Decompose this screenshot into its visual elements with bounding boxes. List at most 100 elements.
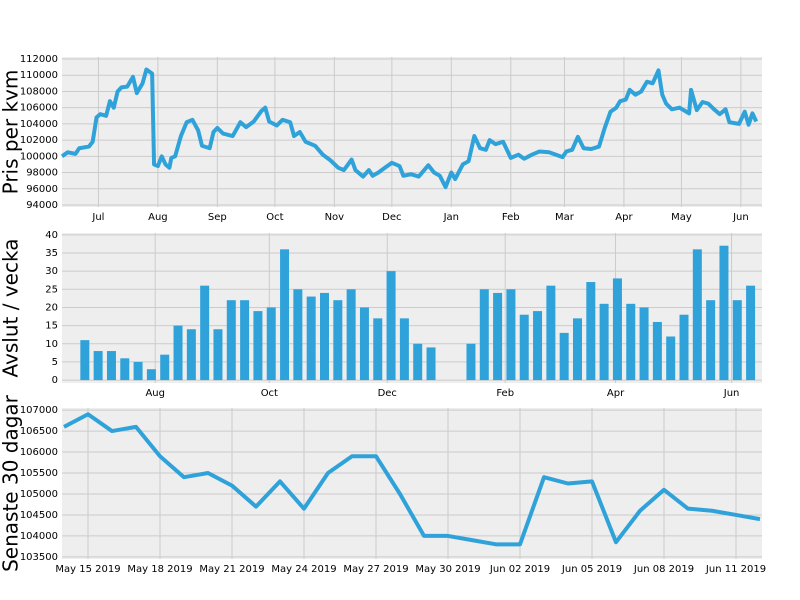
y-tick-label: 30 — [45, 266, 58, 277]
bar — [386, 271, 396, 381]
bar — [359, 307, 369, 381]
bar — [413, 343, 423, 381]
bar — [746, 285, 756, 381]
bar — [652, 321, 662, 381]
plot-area — [62, 408, 762, 559]
bar — [493, 292, 503, 381]
y-axis-label: Senaste 30 dagar — [0, 394, 23, 572]
y-tick-label: 104000 — [20, 119, 58, 130]
bar — [612, 278, 622, 381]
y-tick-label: 110000 — [20, 70, 58, 81]
bar — [506, 289, 516, 381]
y-tick-label: 106000 — [20, 103, 58, 114]
y-axis-label: Avslut / vecka — [0, 239, 23, 378]
y-tick-label: 5 — [52, 357, 58, 368]
bar — [320, 292, 329, 381]
plot-area — [62, 57, 762, 207]
x-tick-label: Dec — [378, 388, 397, 399]
y-tick-label: 104000 — [20, 531, 58, 542]
y-tick-label: 0 — [52, 375, 58, 386]
y-tick-label: 20 — [45, 302, 58, 313]
x-tick-label: Apr — [607, 388, 625, 399]
bar — [479, 289, 489, 381]
bar — [106, 351, 116, 381]
bar — [399, 318, 409, 381]
y-tick-label: 106500 — [20, 426, 58, 437]
bar — [80, 340, 90, 381]
y-tick-label: 108000 — [20, 86, 58, 97]
bar — [692, 249, 702, 381]
bar — [253, 311, 263, 381]
bar — [146, 369, 156, 381]
bar — [533, 311, 543, 381]
bar — [373, 318, 383, 381]
bar — [519, 314, 529, 381]
y-tick-label: 94000 — [26, 200, 58, 211]
x-tick-label: Jun — [732, 212, 749, 223]
bar — [466, 343, 476, 381]
x-tick-label: Sep — [208, 212, 227, 223]
x-tick-label: May 30 2019 — [415, 564, 480, 575]
bar — [639, 307, 649, 381]
y-tick-label: 35 — [45, 248, 58, 259]
bar — [160, 354, 170, 381]
bar — [240, 300, 250, 381]
x-tick-label: Jun 08 2019 — [633, 564, 694, 575]
y-tick-label: 100000 — [20, 151, 58, 162]
y-tick-label: 40 — [45, 230, 58, 241]
x-tick-label: Aug — [148, 212, 168, 223]
bar — [572, 318, 582, 381]
x-tick-label: May 27 2019 — [343, 564, 408, 575]
x-tick-label: May — [671, 212, 692, 223]
bar — [93, 351, 103, 381]
x-tick-label: Apr — [615, 212, 633, 223]
y-tick-label: 25 — [45, 284, 58, 295]
x-tick-label: Mar — [555, 212, 575, 223]
bar — [173, 325, 183, 381]
y-tick-label: 10 — [45, 339, 58, 350]
line — [63, 412, 761, 547]
bar — [200, 285, 210, 381]
x-tick-label: Dec — [382, 212, 401, 223]
x-tick-label: Jun 11 2019 — [705, 564, 766, 575]
x-tick-label: May 18 2019 — [127, 564, 192, 575]
bar — [133, 361, 143, 381]
y-tick-label: 98000 — [26, 168, 58, 179]
x-tick-label: Feb — [502, 212, 520, 223]
bar — [599, 303, 609, 381]
y-tick-label: 96000 — [26, 184, 58, 195]
bar — [280, 249, 290, 381]
bar — [546, 285, 556, 381]
bar — [559, 332, 569, 381]
y-tick-label: 106000 — [20, 447, 58, 458]
y-tick-label: 107000 — [20, 405, 58, 416]
y-tick-label: 102000 — [20, 135, 58, 146]
x-tick-label: Jul — [91, 212, 104, 223]
bar — [706, 300, 716, 381]
y-tick-label: 105500 — [20, 468, 58, 479]
x-tick-label: Aug — [145, 388, 165, 399]
bar — [679, 314, 689, 381]
y-tick-label: 15 — [45, 321, 58, 332]
bar — [186, 329, 196, 381]
x-tick-label: Jan — [443, 212, 459, 223]
x-tick-label: Jun 02 2019 — [489, 564, 550, 575]
x-tick-label: May 15 2019 — [55, 564, 120, 575]
y-tick-label: 103500 — [20, 552, 58, 563]
x-tick-label: Jun — [723, 388, 740, 399]
bar — [666, 336, 676, 381]
x-tick-label: Jun 05 2019 — [561, 564, 622, 575]
y-tick-label: 112000 — [20, 54, 58, 65]
y-axis-label: Pris per kvm — [0, 70, 23, 195]
line — [60, 67, 759, 190]
bar — [293, 289, 303, 381]
y-tick-label: 104500 — [20, 510, 58, 521]
x-tick-label: Feb — [496, 388, 514, 399]
x-tick-label: May 21 2019 — [199, 564, 264, 575]
bar — [120, 358, 130, 381]
bar — [732, 300, 742, 381]
bar — [346, 289, 356, 381]
x-tick-label: May 24 2019 — [271, 564, 336, 575]
bar — [626, 303, 636, 381]
